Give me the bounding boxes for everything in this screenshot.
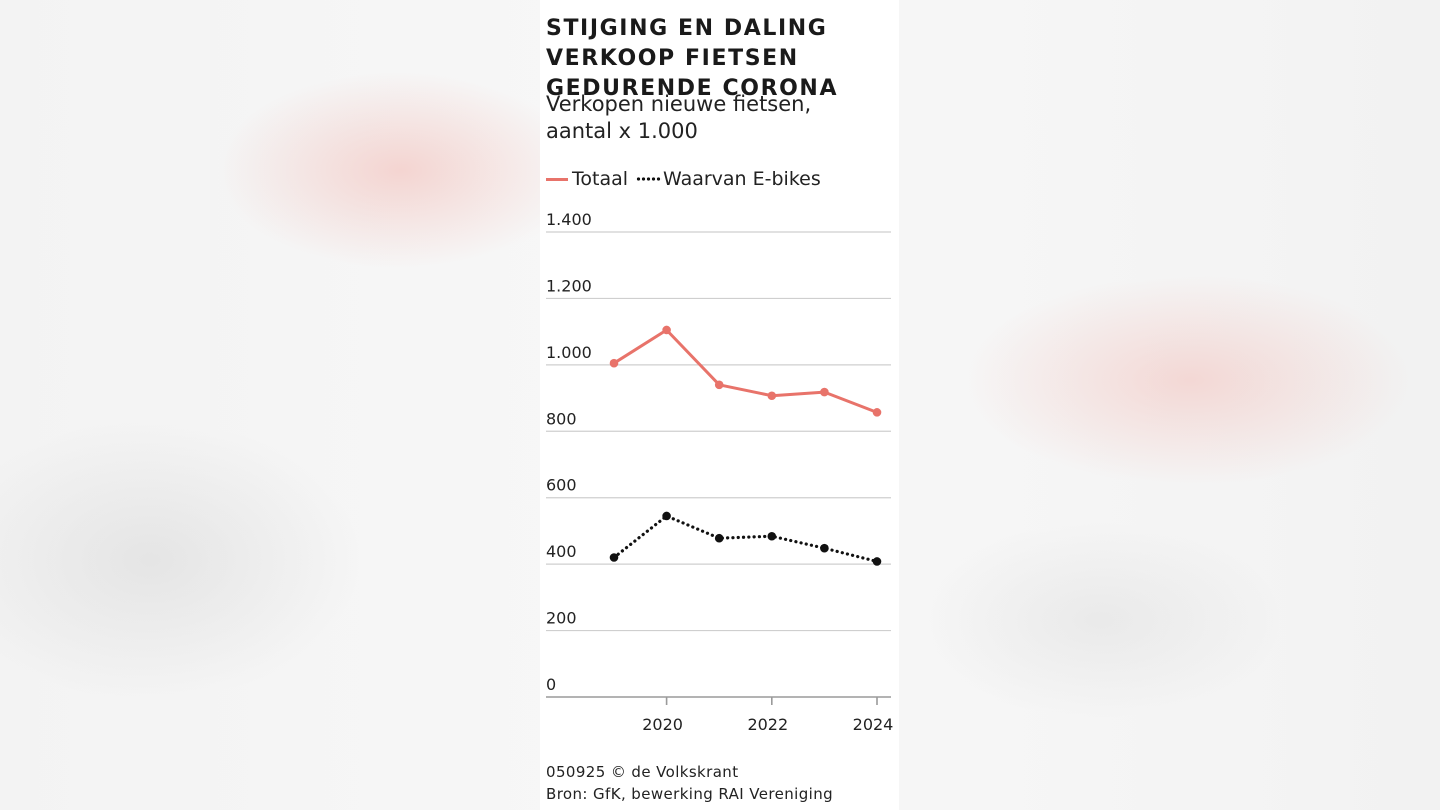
- data-point-ebikes: [662, 511, 671, 521]
- series-layer: [609, 325, 882, 566]
- y-tick-label: 200: [546, 609, 577, 628]
- chart-subtitle: Verkopen nieuwe fietsen, aantal x 1.000: [546, 91, 846, 145]
- infographic-card: STIJGING EN DALING VERKOOP FIETSEN GEDUR…: [540, 0, 899, 810]
- legend-swatch-ebikes: [636, 177, 662, 181]
- legend-label-ebikes: Waarvan E-bikes: [663, 168, 821, 190]
- x-tick-label: 2020: [642, 715, 683, 734]
- y-tick-label: 800: [546, 409, 577, 428]
- data-point-totaal: [714, 380, 724, 390]
- x-tick-label: 2022: [747, 715, 788, 734]
- legend-label-totaal: Totaal: [572, 168, 629, 190]
- series-line-totaal: [612, 328, 879, 414]
- data-point-totaal: [767, 391, 777, 401]
- x-tick-label: 2024: [853, 715, 894, 734]
- data-point-totaal: [872, 408, 882, 417]
- copyright-line: 050925 © de Volkskrant: [546, 763, 739, 781]
- grid-layer: 0 200 400 600 800 1.000 1.200 1.400: [546, 210, 891, 698]
- x-axis: 2020 2022 2024: [642, 697, 893, 734]
- data-point-ebikes: [609, 553, 619, 562]
- chart-footer: 050925 © de Volkskrant Bron: GfK, bewerk…: [546, 761, 833, 805]
- y-tick-label: 600: [546, 476, 577, 495]
- data-point-ebikes: [872, 557, 882, 566]
- chart-title: STIJGING EN DALING VERKOOP FIETSEN GEDUR…: [546, 16, 839, 101]
- data-point-ebikes: [767, 531, 777, 541]
- data-point-totaal: [820, 387, 829, 397]
- data-point-totaal: [609, 358, 619, 368]
- y-tick-label: 400: [546, 542, 577, 561]
- y-tick-label: 1.200: [546, 276, 592, 295]
- series-line-ebikes: [612, 514, 879, 564]
- subtitle-line-1: Verkopen nieuwe fietsen,: [546, 92, 812, 116]
- legend-swatch-totaal: [546, 178, 568, 181]
- subtitle-line-2: aantal x 1.000: [546, 119, 698, 143]
- y-tick-label: 0: [546, 675, 556, 694]
- data-point-ebikes: [714, 533, 724, 543]
- source-line: Bron: GfK, bewerking RAI Vereniging: [546, 785, 834, 803]
- data-point-totaal: [662, 325, 671, 335]
- y-tick-label: 1.000: [546, 343, 592, 362]
- y-tick-label: 1.400: [546, 210, 592, 229]
- data-point-ebikes: [820, 543, 829, 553]
